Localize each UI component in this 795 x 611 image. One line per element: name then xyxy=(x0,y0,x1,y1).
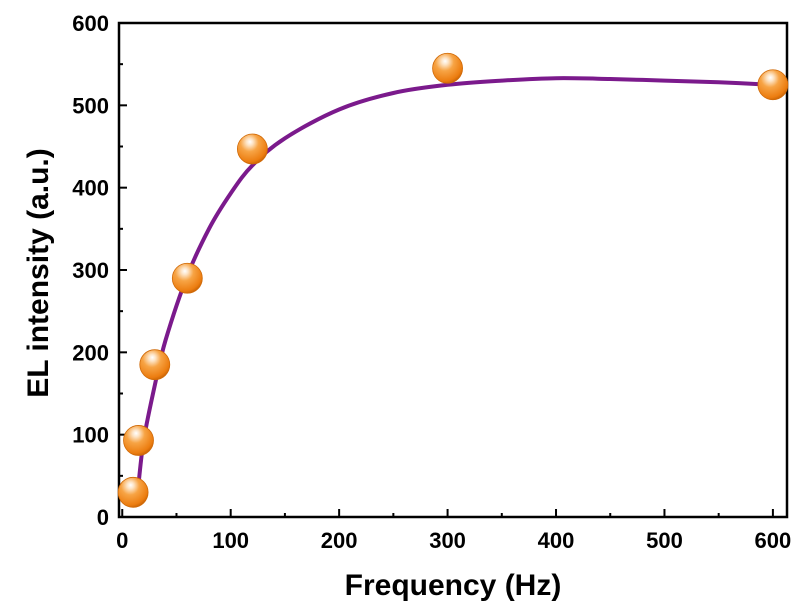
y-tick-label: 100 xyxy=(72,423,109,448)
y-tick-label: 400 xyxy=(72,176,109,201)
x-axis-title: Frequency (Hz) xyxy=(345,569,562,602)
fit-curve-line xyxy=(136,76,775,487)
x-axis: 0 100 200 300 400 500 600 xyxy=(116,509,791,553)
x-tick-label: 300 xyxy=(429,528,466,553)
data-point xyxy=(236,133,268,165)
fit-curve-layer xyxy=(136,76,775,487)
x-tick-label: 100 xyxy=(212,528,249,553)
y-tick-label: 300 xyxy=(72,258,109,283)
y-axis-title: EL intensity (a.u.) xyxy=(22,148,55,397)
data-points-layer xyxy=(117,52,789,508)
data-point xyxy=(757,69,789,101)
data-point xyxy=(432,52,463,84)
x-tick-label: 200 xyxy=(321,528,358,553)
y-tick-label: 0 xyxy=(97,505,109,530)
x-tick-label: 600 xyxy=(755,528,792,553)
plot-frame xyxy=(117,21,789,519)
data-point xyxy=(171,262,203,294)
x-tick-label: 400 xyxy=(538,528,575,553)
plot-area-border xyxy=(117,21,789,519)
data-point xyxy=(117,476,149,508)
x-tick-label: 0 xyxy=(116,528,128,553)
y-tick-label: 500 xyxy=(72,93,109,118)
y-tick-label: 200 xyxy=(72,340,109,365)
x-tick-label: 500 xyxy=(646,528,683,553)
data-point xyxy=(123,425,154,456)
y-tick-label: 600 xyxy=(72,11,109,36)
data-point xyxy=(139,349,171,381)
y-axis: 0 100 200 300 400 500 600 xyxy=(72,11,127,530)
